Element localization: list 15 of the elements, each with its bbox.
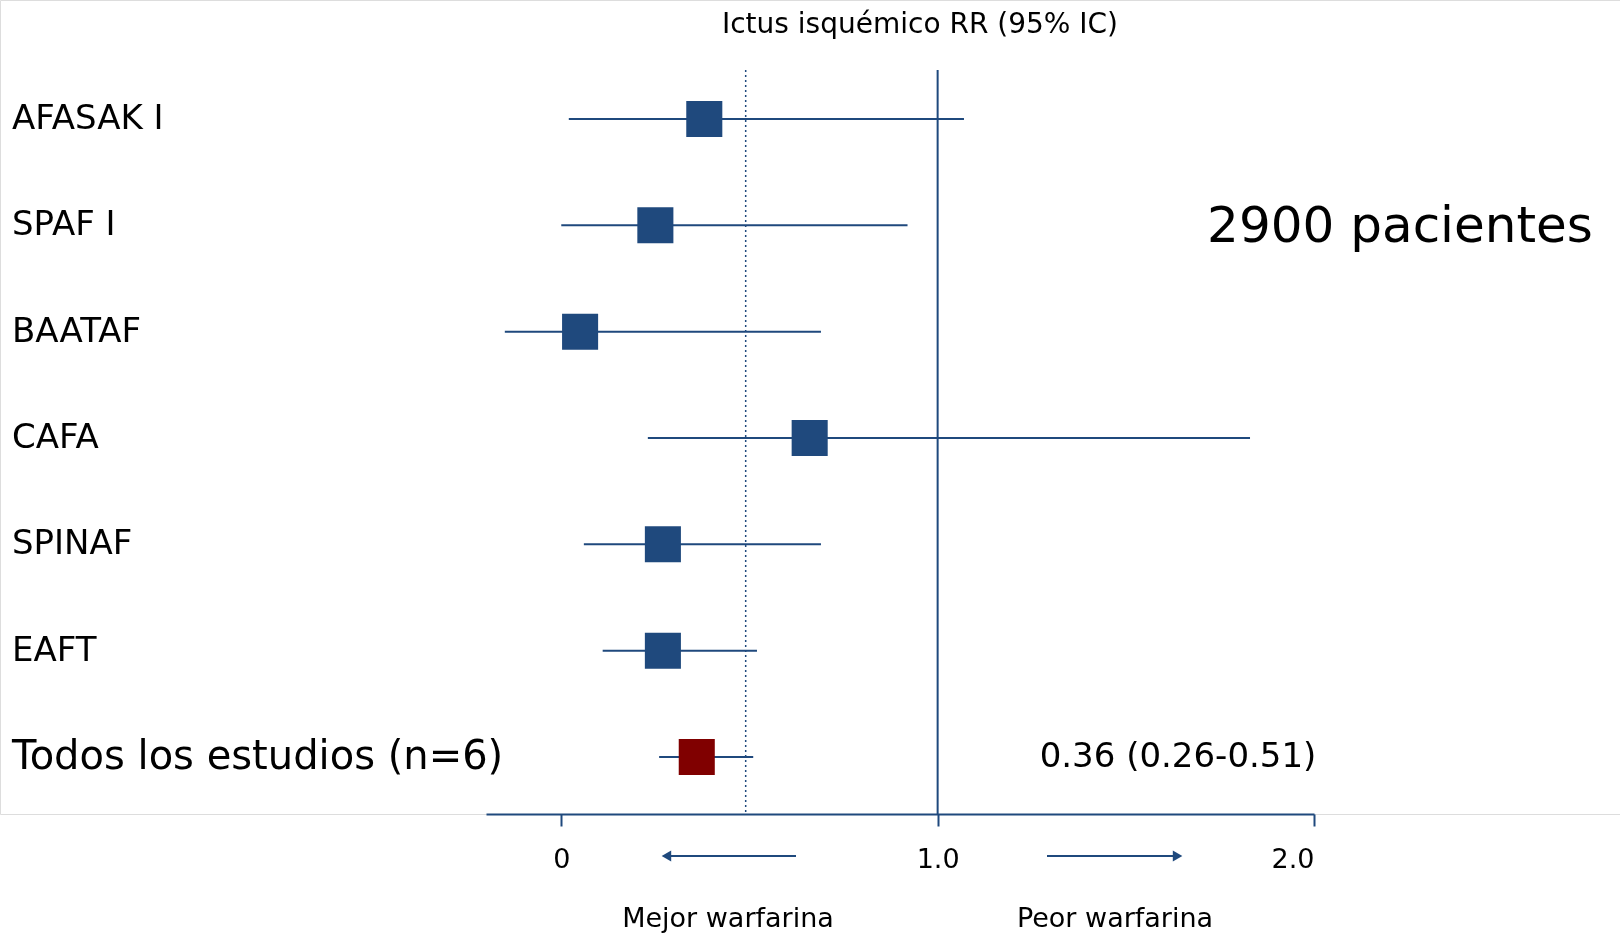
x-tick-label: 2.0 — [1271, 842, 1315, 874]
text: Mejor warfarina — [622, 902, 834, 933]
y-tick-label: Todos los estudios (n=6) — [11, 732, 504, 778]
y-tick-label: SPINAF — [12, 522, 133, 563]
y-tick-label: CAFA — [12, 416, 99, 456]
y-tick-label: AFASAK I — [12, 97, 164, 137]
x-tick-label: 0 — [553, 842, 571, 874]
x-tick-label: 1.0 — [916, 842, 960, 874]
y-tick-label: SPAF I — [12, 203, 116, 244]
y-tick-label: BAATAF — [12, 309, 142, 350]
annotation: 0.36 (0.26-0.51) — [1039, 735, 1317, 775]
annotation: 2900 pacientes — [1207, 196, 1593, 254]
text: Peor warfarina — [1016, 902, 1214, 933]
chart-title: Ictus isquémico RR (95% IC) — [721, 7, 1119, 40]
y-tick-label: EAFT — [12, 628, 97, 669]
